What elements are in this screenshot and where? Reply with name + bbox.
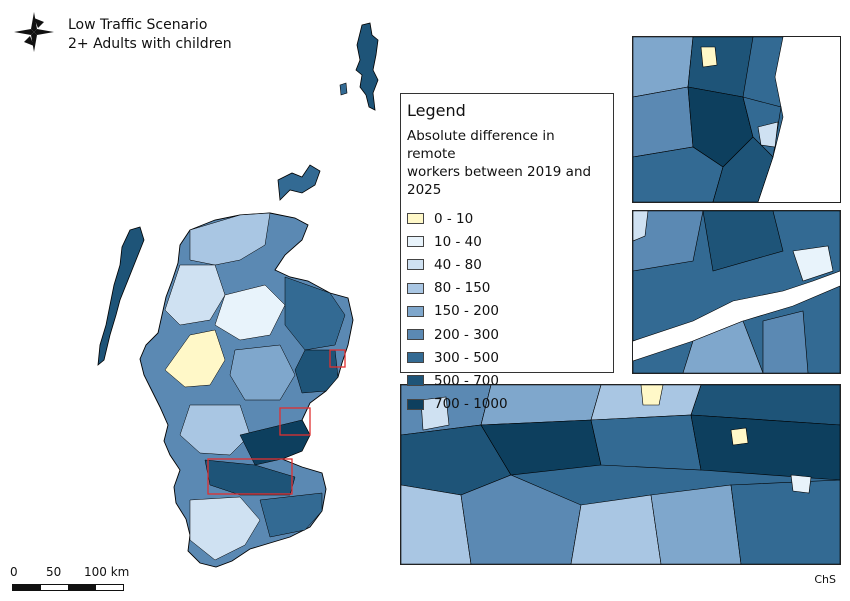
legend-swatch xyxy=(407,329,424,341)
legend-class: 500 - 700 xyxy=(407,369,607,392)
legend-subtitle-line1: Absolute difference in remote xyxy=(407,128,555,162)
legend-class-label: 40 - 80 xyxy=(434,256,482,273)
shetland-islands xyxy=(355,22,379,111)
legend-swatch xyxy=(407,213,424,225)
legend-class: 300 - 500 xyxy=(407,346,607,369)
legend-class-label: 700 - 1000 xyxy=(434,396,508,413)
map-credit: ChS xyxy=(814,573,836,586)
highlight-box-central-belt[interactable] xyxy=(207,458,293,495)
highlight-box-dundee[interactable] xyxy=(279,407,311,436)
scale-label-50: 50 xyxy=(46,565,62,579)
legend-swatch xyxy=(407,398,424,410)
legend-class-list: 0 - 10 10 - 40 40 - 80 80 - 150 150 - 20… xyxy=(407,207,607,416)
highlight-box-aberdeen[interactable] xyxy=(329,349,346,368)
legend-class: 40 - 80 xyxy=(407,253,607,276)
legend-subtitle: Absolute difference in remote workers be… xyxy=(407,127,607,199)
scale-bar-track xyxy=(12,584,124,591)
legend-class: 80 - 150 xyxy=(407,277,607,300)
legend-swatch xyxy=(407,259,424,271)
legend-class-label: 200 - 300 xyxy=(434,326,499,343)
inset-map-central-belt[interactable] xyxy=(400,384,841,565)
map-title-line1: Low Traffic Scenario xyxy=(68,17,208,33)
legend-swatch xyxy=(407,305,424,317)
legend-swatch xyxy=(407,282,424,294)
legend-class: 200 - 300 xyxy=(407,323,607,346)
inset-map-dundee[interactable] xyxy=(632,210,841,374)
outer-hebrides xyxy=(97,226,145,366)
legend-swatch xyxy=(407,352,424,364)
inset-map-aberdeen[interactable] xyxy=(632,36,841,203)
compass-rose-icon xyxy=(14,12,54,52)
scale-bar: 0 50 100 km xyxy=(10,565,162,595)
legend-class-label: 10 - 40 xyxy=(434,233,482,250)
main-map[interactable] xyxy=(40,15,410,575)
map-title-line2: 2+ Adults with children xyxy=(68,36,232,52)
legend-swatch xyxy=(407,236,424,248)
legend-swatch xyxy=(407,375,424,387)
legend-class-label: 300 - 500 xyxy=(434,349,499,366)
legend-class-label: 150 - 200 xyxy=(434,303,499,320)
scale-label-0: 0 xyxy=(10,565,18,579)
legend-class: 700 - 1000 xyxy=(407,393,607,416)
scale-label-100: 100 km xyxy=(84,565,130,579)
legend-class: 10 - 40 xyxy=(407,230,607,253)
legend-class: 150 - 200 xyxy=(407,300,607,323)
legend-class-label: 500 - 700 xyxy=(434,372,499,389)
legend-class-label: 80 - 150 xyxy=(434,280,491,297)
map-title: Low Traffic Scenario 2+ Adults with chil… xyxy=(68,16,232,54)
legend-class: 0 - 10 xyxy=(407,207,607,230)
map-legend: Legend Absolute difference in remote wor… xyxy=(400,93,614,412)
legend-title: Legend xyxy=(407,101,466,120)
legend-class-label: 0 - 10 xyxy=(434,210,474,227)
orkney-islands xyxy=(277,164,321,201)
legend-subtitle-line2: workers between 2019 and 2025 xyxy=(407,164,592,198)
